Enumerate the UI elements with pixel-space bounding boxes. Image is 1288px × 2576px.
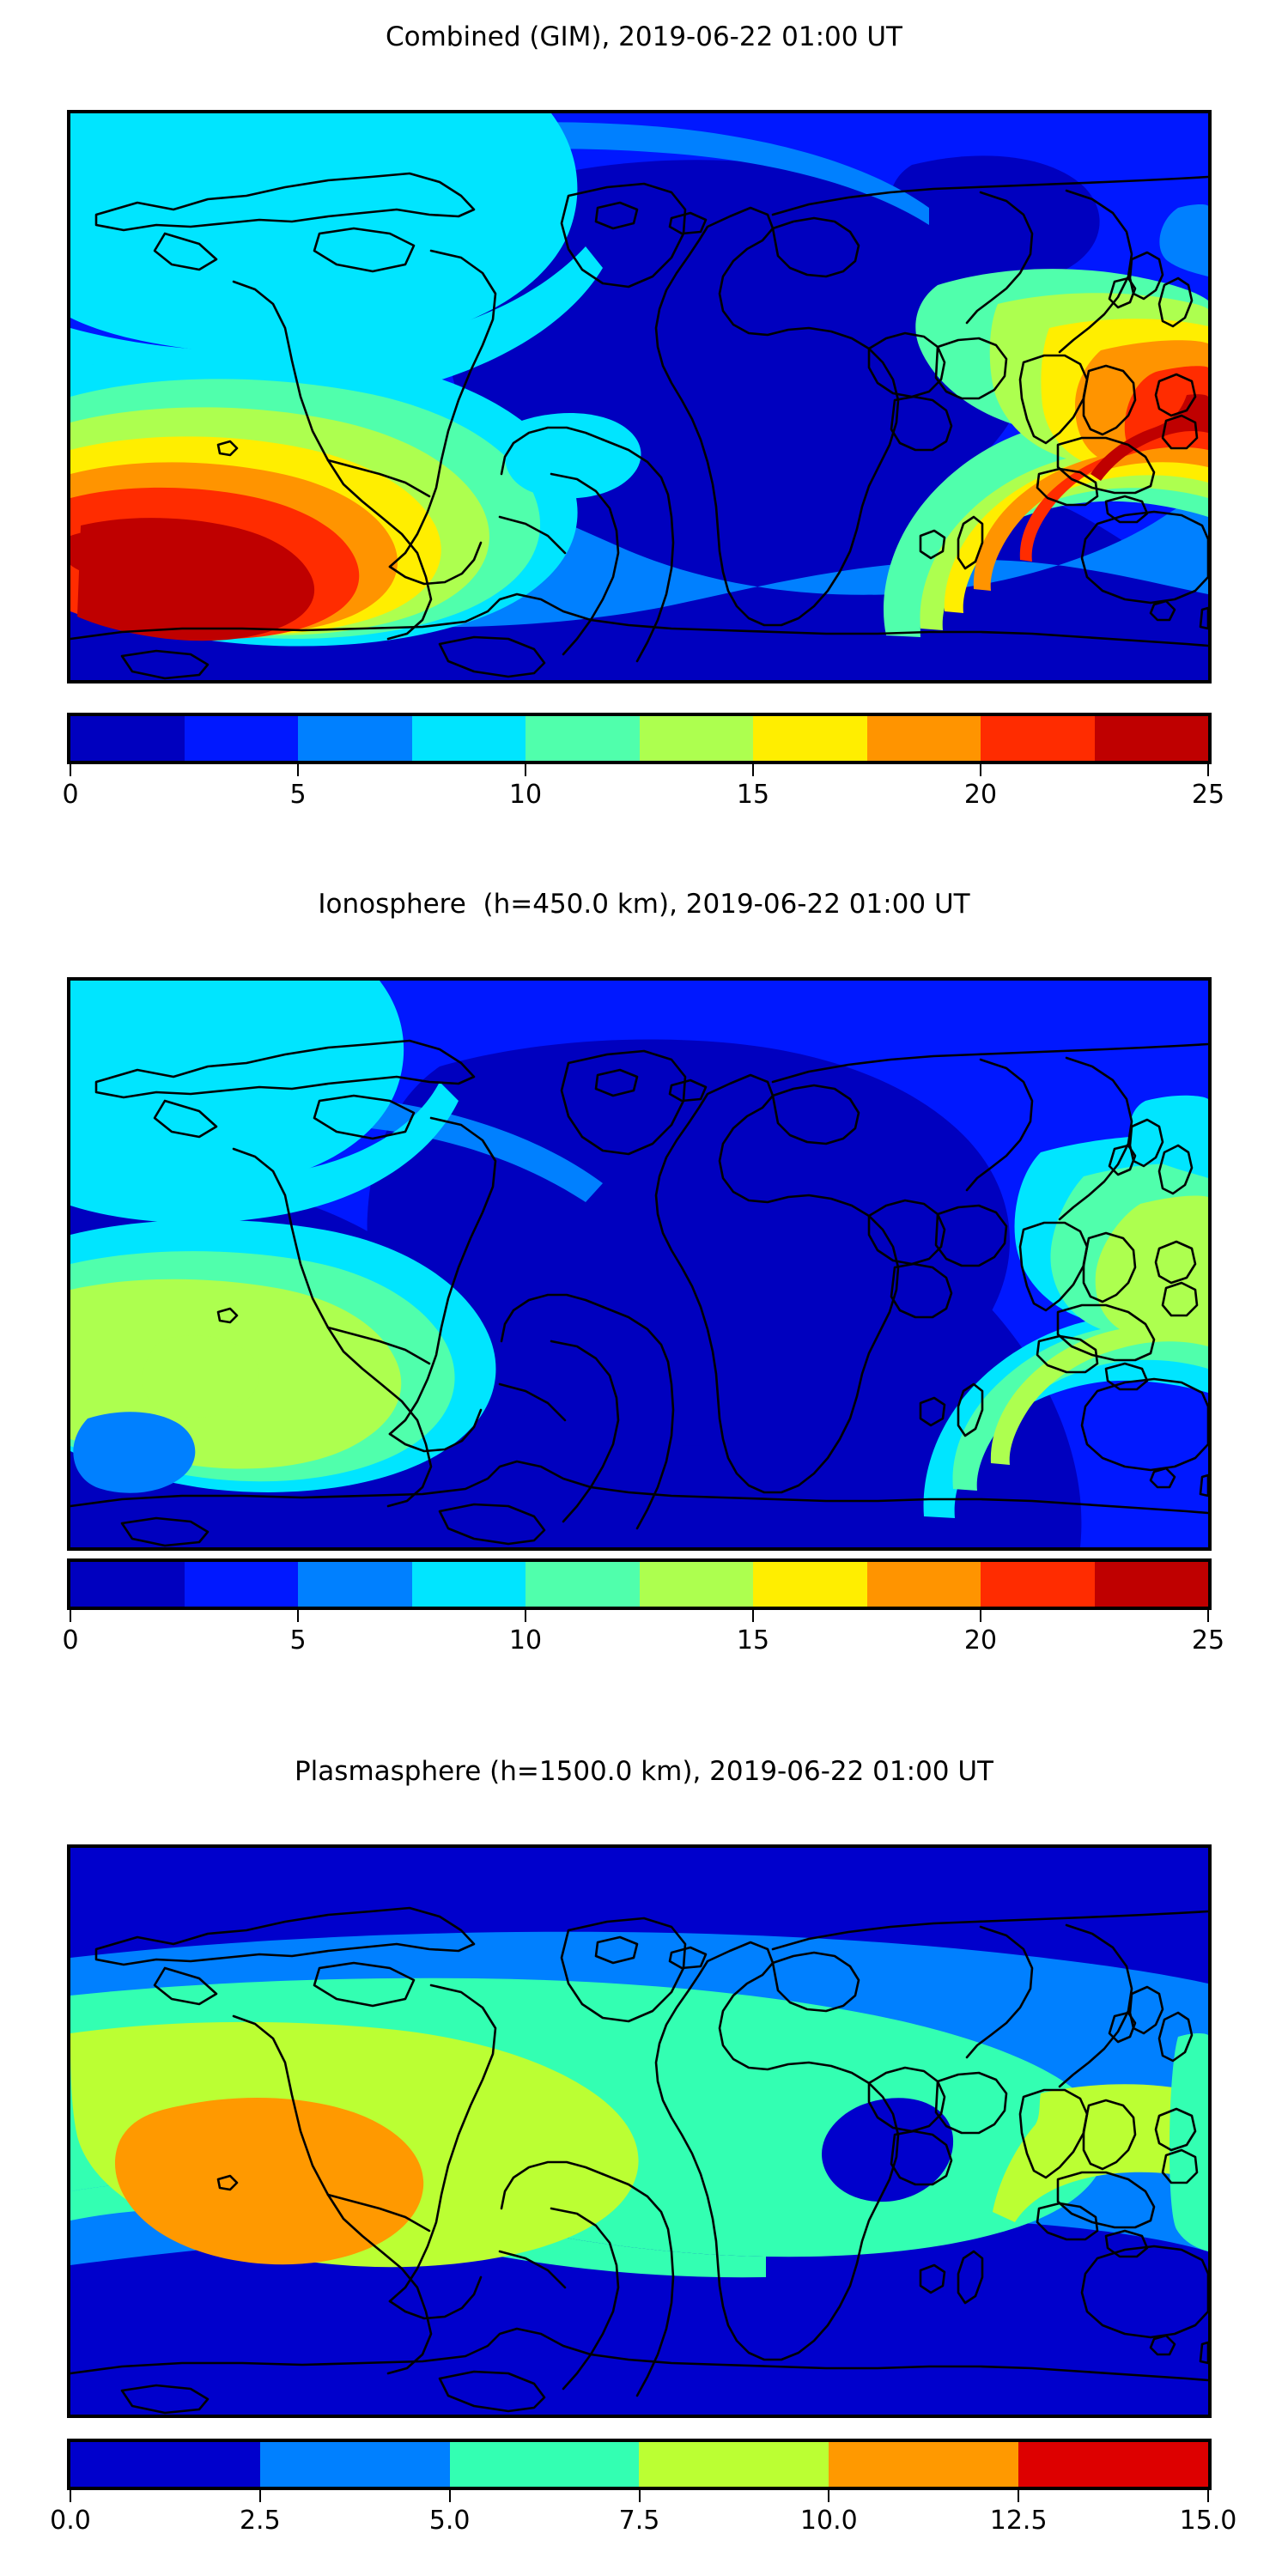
- colorbar-swatch: [639, 716, 753, 761]
- panel-combined-gim: Combined (GIM), 2019-06-22 01:00 UT: [0, 0, 1288, 859]
- colorbar-swatch: [184, 1562, 298, 1607]
- colorbar-tick-label: 5.0: [428, 2506, 471, 2536]
- colorbar-swatch: [639, 1562, 753, 1607]
- colorbar-tick-label: 5: [289, 780, 307, 810]
- colorbar-swatch: [866, 1562, 981, 1607]
- colorbar-swatch: [829, 2442, 1019, 2487]
- colorbar-tick-label: 0: [62, 780, 79, 810]
- coastlines-combined: [70, 172, 1208, 680]
- colorbar-tick-label: 15.0: [1179, 2506, 1237, 2536]
- colorbar-swatch: [866, 716, 981, 761]
- colorbar-tick: [1207, 2490, 1209, 2502]
- map-svg-combined-gim: [70, 113, 1208, 680]
- colorbar-tick: [70, 2490, 71, 2502]
- colorbar-swatch: [298, 1562, 412, 1607]
- coastlines-plasmasphere: [70, 1906, 1208, 2415]
- map-svg-ionosphere: [70, 981, 1208, 1547]
- colorbar-tick: [1018, 2490, 1020, 2502]
- colorbar-wrap-ionosphere: 0 5 10 15 20 25: [62, 1558, 1224, 1660]
- colorbar-tick: [1207, 1610, 1209, 1622]
- colorbar-plasmasphere: [67, 2439, 1212, 2490]
- colorbar-tick-label: 20: [963, 1625, 998, 1656]
- colorbar-swatch: [981, 716, 1095, 761]
- colorbar-tick-label: 0: [62, 1625, 79, 1656]
- colorbar-ticks-plasmasphere: [67, 2490, 1212, 2502]
- colorbar-tick-label: 12.5: [989, 2506, 1048, 2536]
- colorbar-tick: [638, 2490, 641, 2502]
- panel-title-plasmasphere: Plasmasphere (h=1500.0 km), 2019-06-22 0…: [294, 1756, 993, 1787]
- colorbar-swatch: [526, 1562, 640, 1607]
- colorbar-swatch: [753, 1562, 867, 1607]
- colorbar-swatch: [411, 1562, 526, 1607]
- colorbar-ionosphere: [67, 1558, 1212, 1610]
- colorbar-tick: [752, 764, 754, 776]
- colorbar-swatch: [1094, 1562, 1208, 1607]
- colorbar-tick: [70, 1610, 71, 1622]
- colorbar-swatch: [411, 716, 526, 761]
- colorbar-swatch: [753, 716, 867, 761]
- colorbar-tick: [297, 1610, 299, 1622]
- contour-fill-plasmasphere: [70, 1848, 1208, 2415]
- colorbar-tick: [70, 764, 71, 776]
- contour-fill-combined: [70, 113, 1208, 680]
- colorbar-swatch: [298, 716, 412, 761]
- colorbar-labels-combined: 0 5 10 15 20 25: [62, 776, 1224, 814]
- colorbar-tick-label: 10.0: [799, 2506, 858, 2536]
- contour-fill-ionosphere: [70, 981, 1208, 1547]
- colorbar-tick-label: 10: [508, 780, 543, 810]
- colorbar-tick: [980, 1610, 981, 1622]
- colorbar-labels-plasmasphere: 0.0 2.5 5.0 7.5 10.0 12.5 15.0: [50, 2502, 1236, 2540]
- colorbar-tick: [297, 764, 299, 776]
- colorbar-swatch: [70, 1562, 185, 1607]
- panel-ionosphere: Ionosphere (h=450.0 km), 2019-06-22 01:0…: [0, 867, 1288, 1726]
- colorbar-tick: [525, 764, 526, 776]
- colorbar-tick-label: 10: [508, 1625, 543, 1656]
- map-plasmasphere: [67, 1844, 1212, 2418]
- colorbar-tick: [752, 1610, 754, 1622]
- colorbar-combined: [67, 713, 1212, 764]
- colorbar-ticks-combined: [67, 764, 1212, 776]
- colorbar-tick-label: 7.5: [618, 2506, 660, 2536]
- colorbar-ticks-ionosphere: [67, 1610, 1212, 1622]
- panel-title-combined-gim: Combined (GIM), 2019-06-22 01:00 UT: [386, 21, 902, 52]
- colorbar-swatch: [184, 716, 298, 761]
- map-svg-plasmasphere: [70, 1848, 1208, 2415]
- colorbar-swatch: [259, 2442, 450, 2487]
- colorbar-swatch: [981, 1562, 1095, 1607]
- colorbar-tick-label: 25: [1191, 1625, 1225, 1656]
- colorbar-tick-label: 2.5: [239, 2506, 281, 2536]
- colorbar-wrap-combined: 0 5 10 15 20 25: [62, 713, 1224, 814]
- colorbar-swatch: [70, 716, 185, 761]
- colorbar-tick-label: 0.0: [50, 2506, 91, 2536]
- colorbar-tick-label: 15: [736, 780, 770, 810]
- coastlines-ionosphere: [70, 1039, 1208, 1547]
- colorbar-tick: [258, 2490, 261, 2502]
- colorbar-tick: [525, 1610, 526, 1622]
- colorbar-labels-ionosphere: 0 5 10 15 20 25: [62, 1622, 1224, 1660]
- colorbar-tick: [828, 2490, 830, 2502]
- colorbar-tick-label: 25: [1191, 780, 1225, 810]
- colorbar-swatch: [1018, 2442, 1208, 2487]
- colorbar-swatch: [526, 716, 640, 761]
- colorbar-swatch: [449, 2442, 640, 2487]
- colorbar-tick-label: 5: [289, 1625, 307, 1656]
- map-ionosphere: [67, 977, 1212, 1551]
- colorbar-swatch: [70, 2442, 260, 2487]
- colorbar-swatch: [1094, 716, 1208, 761]
- colorbar-tick: [980, 764, 981, 776]
- colorbar-tick-label: 15: [736, 1625, 770, 1656]
- colorbar-wrap-plasmasphere: 0.0 2.5 5.0 7.5 10.0 12.5 15.0: [50, 2439, 1236, 2540]
- colorbar-tick-label: 20: [963, 780, 998, 810]
- colorbar-swatch: [639, 2442, 829, 2487]
- colorbar-tick: [1207, 764, 1209, 776]
- panel-plasmasphere: Plasmasphere (h=1500.0 km), 2019-06-22 0…: [0, 1735, 1288, 2576]
- map-combined-gim: [67, 110, 1212, 683]
- colorbar-tick: [448, 2490, 451, 2502]
- panel-title-ionosphere: Ionosphere (h=450.0 km), 2019-06-22 01:0…: [318, 889, 970, 920]
